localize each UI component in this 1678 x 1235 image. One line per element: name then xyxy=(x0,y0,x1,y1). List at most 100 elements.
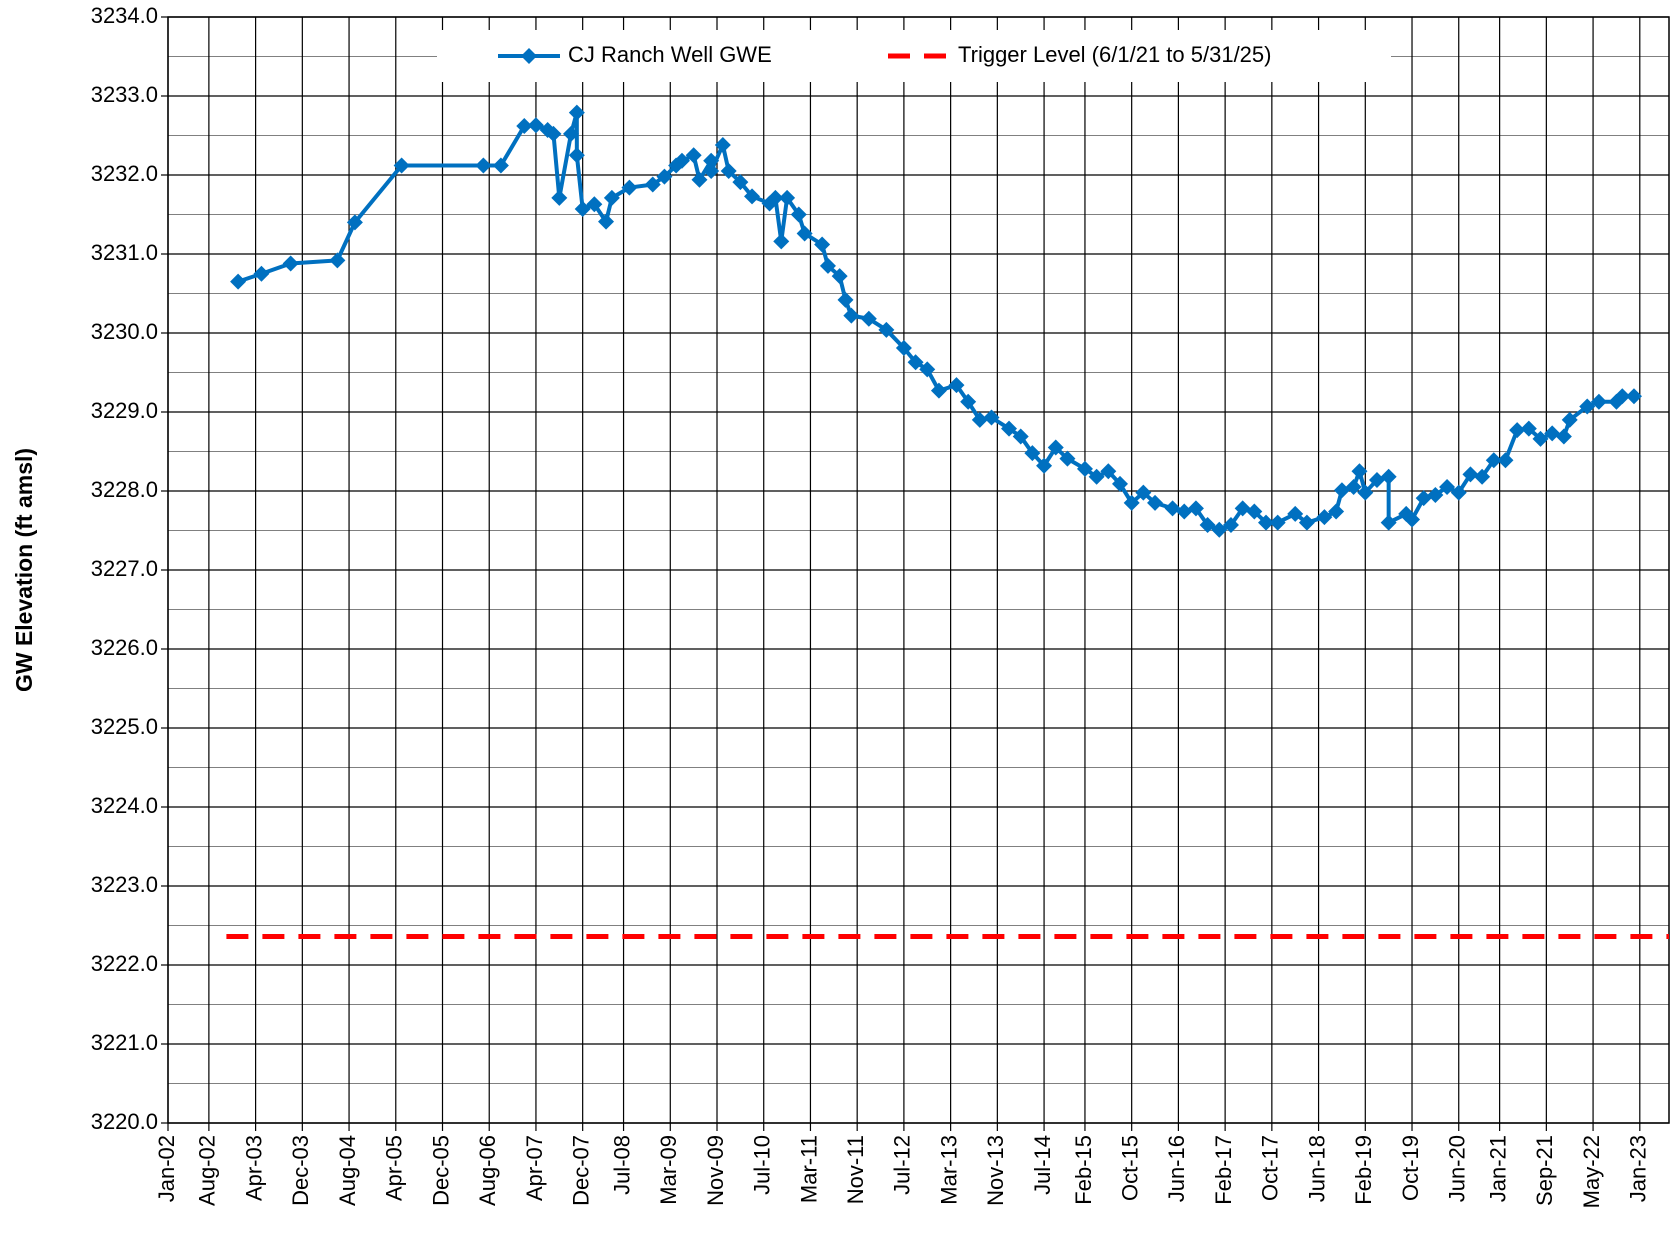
marker xyxy=(843,307,860,324)
marker xyxy=(773,233,790,250)
legend-box xyxy=(437,30,1391,82)
x-tick-label: Oct-17 xyxy=(1258,1135,1283,1201)
x-tick-label: Sep-21 xyxy=(1532,1135,1557,1206)
marker xyxy=(603,189,620,206)
marker xyxy=(971,411,988,428)
marker xyxy=(744,188,761,205)
x-tick-label: Mar-11 xyxy=(796,1135,821,1203)
y-tick-label: 3228.0 xyxy=(91,477,158,502)
y-tick-label: 3221.0 xyxy=(91,1030,158,1055)
marker xyxy=(527,117,544,134)
legend-marker xyxy=(521,48,537,64)
marker xyxy=(1187,500,1204,517)
marker xyxy=(282,255,299,272)
marker xyxy=(1076,460,1093,477)
marker xyxy=(1561,411,1578,428)
marker xyxy=(831,268,848,285)
marker xyxy=(1316,509,1333,526)
marker xyxy=(1269,514,1286,531)
marker xyxy=(837,291,854,308)
marker xyxy=(703,163,720,180)
marker xyxy=(1164,500,1181,517)
marker xyxy=(1024,445,1041,462)
marker xyxy=(919,361,936,378)
marker xyxy=(720,163,737,180)
x-tick-label: Jul-10 xyxy=(750,1135,775,1195)
y-tick-label: 3220.0 xyxy=(91,1109,158,1134)
marker xyxy=(1258,514,1275,531)
y-tick-label: 3223.0 xyxy=(91,872,158,897)
x-tick-label: Feb-19 xyxy=(1351,1135,1376,1205)
marker xyxy=(329,252,346,269)
marker xyxy=(1439,479,1456,496)
marker xyxy=(656,168,673,185)
marker xyxy=(1287,505,1304,522)
marker xyxy=(1625,388,1642,405)
marker xyxy=(574,200,591,217)
x-tick-label: Jan-21 xyxy=(1485,1135,1510,1202)
x-tick-label: Dec-07 xyxy=(568,1135,593,1206)
y-tick-label: 3229.0 xyxy=(91,398,158,423)
marker xyxy=(1509,422,1526,439)
marker xyxy=(1380,514,1397,531)
legend-label: Trigger Level (6/1/21 to 5/31/25) xyxy=(958,42,1271,67)
marker xyxy=(685,147,702,164)
marker xyxy=(732,174,749,191)
marker xyxy=(767,189,784,206)
x-tick-label: Aug-06 xyxy=(475,1135,500,1206)
marker xyxy=(551,189,568,206)
marker xyxy=(930,382,947,399)
marker xyxy=(1012,428,1029,445)
marker xyxy=(621,179,638,196)
x-tick-label: Jun-18 xyxy=(1304,1135,1329,1202)
y-tick-label: 3234.0 xyxy=(91,3,158,28)
y-tick-label: 3230.0 xyxy=(91,319,158,344)
marker xyxy=(819,257,836,274)
plot-frame xyxy=(167,16,1670,1124)
marker xyxy=(1147,494,1164,511)
marker xyxy=(1047,439,1064,456)
x-tick-label: Dec-05 xyxy=(428,1135,453,1206)
marker xyxy=(1415,490,1432,507)
marker xyxy=(644,176,661,193)
marker xyxy=(545,125,562,142)
marker xyxy=(1222,516,1239,533)
marker xyxy=(1485,452,1502,469)
marker xyxy=(907,354,924,371)
marker xyxy=(598,213,615,230)
marker xyxy=(568,104,585,121)
marker xyxy=(714,136,731,153)
marker xyxy=(562,125,579,142)
marker xyxy=(1199,516,1216,533)
marker xyxy=(1135,484,1152,501)
marker xyxy=(1328,503,1345,520)
marker xyxy=(1351,463,1368,480)
x-tick-label: Jun-16 xyxy=(1164,1135,1189,1202)
marker xyxy=(475,157,492,174)
marker xyxy=(983,409,1000,426)
marker xyxy=(1123,494,1140,511)
marker xyxy=(1520,420,1537,437)
x-tick-label: Aug-04 xyxy=(335,1135,360,1206)
x-tick-label: Aug-02 xyxy=(195,1135,220,1206)
x-tick-label: Jan-23 xyxy=(1626,1135,1651,1202)
marker xyxy=(1111,475,1128,492)
y-tick-label: 3232.0 xyxy=(91,161,158,186)
x-tick-label: Jun-20 xyxy=(1445,1135,1470,1202)
marker xyxy=(1176,503,1193,520)
marker xyxy=(1059,450,1076,467)
marker xyxy=(1544,425,1561,442)
marker xyxy=(948,377,965,394)
marker xyxy=(1590,393,1607,410)
marker xyxy=(814,236,831,253)
marker xyxy=(895,340,912,357)
marker xyxy=(230,273,247,290)
marker xyxy=(568,147,585,164)
marker xyxy=(878,321,895,338)
marker xyxy=(796,225,813,242)
marker xyxy=(1246,503,1263,520)
marker xyxy=(790,206,807,223)
x-tick-label: Oct-19 xyxy=(1398,1135,1423,1201)
